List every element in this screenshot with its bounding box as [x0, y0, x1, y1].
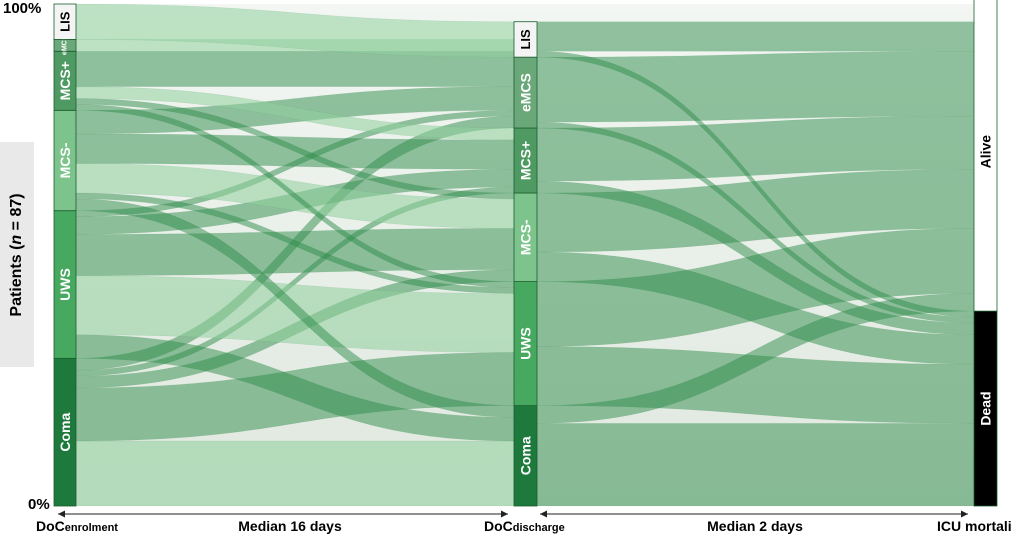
x-tick-enrolment: DoCenrolment	[36, 518, 118, 534]
bar-label-icu-mortality-alive: Alive	[978, 135, 994, 169]
bar-label-discharge-uws: UWS	[518, 327, 534, 360]
bar-label-enrolment-lis: LIS	[58, 11, 73, 32]
flow-discharge-lis-to-alive	[536, 21, 975, 52]
bar-label-discharge-coma: Coma	[518, 436, 534, 475]
bar-label-enrolment-emcs: eMCS	[62, 35, 69, 55]
y-axis-label: Patients (n = 87)	[8, 193, 25, 317]
bar-label-discharge-mcs: MCS-	[518, 219, 534, 255]
y-tick-100: 100%	[3, 0, 42, 17]
bar-label-discharge-lis: LIS	[518, 29, 533, 50]
arrow-right-1	[501, 510, 508, 518]
bar-label-enrolment-uws: UWS	[57, 268, 73, 301]
arrow-left-1	[58, 510, 65, 518]
bar-label-discharge-emcs: eMCS	[518, 73, 534, 112]
bar-label-discharge-mcs: MCS+	[518, 141, 534, 180]
arrow-right-2	[961, 510, 968, 518]
y-tick-0: 0%	[28, 496, 50, 513]
arrow-left-2	[540, 510, 547, 518]
flow-enrolment-uws-to-mcs	[75, 228, 515, 276]
x-tick-discharge: DoCdischarge	[484, 518, 565, 534]
interval-label-1: Median 16 days	[238, 518, 342, 534]
bar-label-icu-mortality-dead: Dead	[978, 391, 994, 425]
bar-enrolment-lis	[53, 3, 77, 40]
bar-label-enrolment-mcs: MCS+	[57, 61, 73, 100]
y-axis-label-box	[0, 142, 34, 367]
bar-label-enrolment-coma: Coma	[57, 413, 73, 452]
bar-icu-mortality-alive	[973, 0, 998, 312]
bar-discharge-lis	[513, 21, 538, 58]
flow-enrolment-coma-to-coma	[75, 440, 515, 507]
x-tick-icu-mortality: ICU mortali	[937, 518, 1012, 534]
interval-label-2: Median 2 days	[707, 518, 803, 534]
bar-label-enrolment-mcs: MCS-	[57, 142, 73, 178]
flow-discharge-coma-to-dead	[536, 423, 975, 507]
